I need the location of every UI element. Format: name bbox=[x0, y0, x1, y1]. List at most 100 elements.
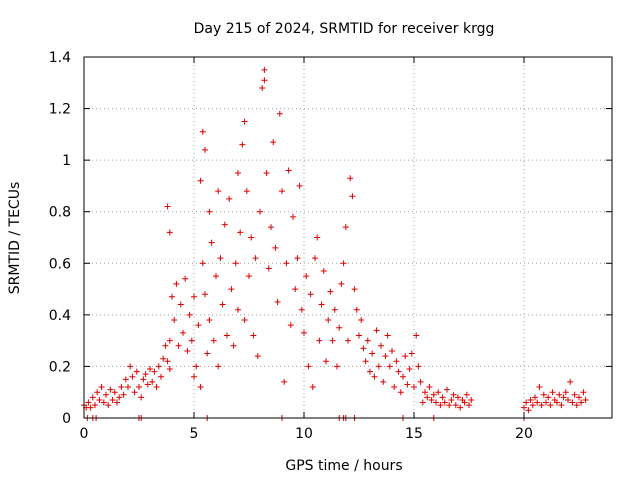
data-point bbox=[523, 399, 530, 406]
data-point bbox=[323, 358, 329, 365]
data-point bbox=[298, 306, 305, 313]
y-tick-label: 1.2 bbox=[49, 102, 71, 118]
data-point bbox=[186, 311, 193, 318]
data-point bbox=[547, 402, 554, 409]
data-point bbox=[103, 391, 109, 398]
data-point bbox=[338, 280, 345, 287]
data-point bbox=[197, 384, 204, 391]
plot-frame bbox=[83, 56, 613, 419]
data-point bbox=[543, 399, 549, 406]
data-point bbox=[96, 396, 103, 403]
data-point bbox=[325, 317, 332, 324]
data-point bbox=[292, 286, 299, 293]
data-point bbox=[208, 239, 215, 246]
data-point bbox=[250, 332, 257, 339]
data-point bbox=[439, 394, 446, 401]
data-point bbox=[100, 399, 107, 406]
data-point bbox=[217, 255, 224, 262]
data-point bbox=[213, 273, 219, 280]
data-point bbox=[367, 368, 373, 375]
data-point bbox=[562, 389, 569, 396]
data-point bbox=[153, 384, 160, 391]
data-point bbox=[221, 221, 228, 228]
data-point bbox=[468, 396, 475, 403]
data-point bbox=[466, 402, 472, 409]
data-point bbox=[305, 363, 312, 370]
data-point bbox=[395, 368, 402, 375]
data-point bbox=[140, 376, 147, 383]
data-point bbox=[235, 306, 241, 313]
chart-title: Day 215 of 2024, SRMTID for receiver krg… bbox=[194, 21, 495, 37]
data-point bbox=[556, 391, 563, 398]
data-point bbox=[314, 234, 321, 241]
data-point bbox=[125, 384, 131, 391]
data-point bbox=[228, 286, 235, 293]
data-point bbox=[364, 337, 371, 344]
data-point bbox=[261, 77, 268, 84]
data-point bbox=[133, 368, 140, 375]
data-point bbox=[173, 280, 180, 287]
data-point bbox=[109, 396, 116, 403]
x-tick-label: 15 bbox=[405, 426, 423, 442]
data-point bbox=[166, 366, 173, 373]
data-point bbox=[342, 224, 349, 231]
data-point bbox=[195, 322, 202, 329]
data-point bbox=[463, 391, 470, 398]
data-point bbox=[243, 188, 250, 195]
y-tick-label: 1 bbox=[62, 153, 71, 169]
data-point bbox=[521, 404, 527, 411]
data-point bbox=[147, 366, 153, 373]
data-point bbox=[540, 391, 547, 398]
data-point bbox=[232, 260, 239, 267]
data-point bbox=[182, 275, 189, 282]
data-point bbox=[254, 353, 261, 360]
data-point bbox=[417, 378, 424, 385]
data-point bbox=[353, 306, 360, 313]
data-point bbox=[549, 389, 556, 396]
data-point bbox=[433, 399, 439, 406]
data-point bbox=[206, 317, 213, 324]
data-point bbox=[199, 260, 206, 267]
data-point bbox=[261, 66, 268, 73]
data-point bbox=[386, 363, 393, 370]
x-tick-label: 10 bbox=[295, 426, 313, 442]
data-point bbox=[246, 273, 252, 280]
data-point bbox=[136, 384, 142, 391]
y-tick-label: 1.4 bbox=[49, 50, 71, 66]
tick-marks bbox=[83, 56, 612, 419]
data-point bbox=[576, 394, 582, 401]
data-point bbox=[400, 373, 406, 380]
data-point bbox=[356, 332, 362, 339]
grid-lines bbox=[84, 57, 612, 418]
data-point bbox=[283, 260, 290, 267]
data-point bbox=[268, 224, 274, 231]
data-point bbox=[206, 208, 213, 215]
data-point bbox=[435, 389, 442, 396]
data-point bbox=[239, 141, 246, 148]
data-point bbox=[404, 381, 411, 388]
data-point bbox=[235, 170, 241, 177]
data-point bbox=[166, 337, 173, 344]
data-point bbox=[191, 293, 197, 300]
data-point bbox=[373, 327, 380, 334]
data-point bbox=[281, 378, 288, 385]
data-point bbox=[340, 260, 347, 267]
data-point bbox=[554, 399, 560, 406]
data-point bbox=[177, 301, 184, 308]
data-point bbox=[457, 404, 464, 411]
data-point bbox=[257, 208, 263, 215]
data-point bbox=[538, 402, 545, 409]
data-point bbox=[578, 399, 585, 406]
data-point bbox=[369, 350, 376, 357]
data-point bbox=[116, 394, 123, 401]
data-point bbox=[144, 381, 151, 388]
data-point bbox=[446, 402, 453, 409]
data-point bbox=[122, 376, 129, 383]
data-point bbox=[202, 291, 208, 298]
data-point bbox=[331, 306, 338, 313]
data-point bbox=[461, 399, 468, 406]
data-point bbox=[529, 402, 536, 409]
data-point bbox=[241, 118, 248, 125]
data-point bbox=[287, 322, 294, 329]
data-point bbox=[197, 177, 204, 184]
